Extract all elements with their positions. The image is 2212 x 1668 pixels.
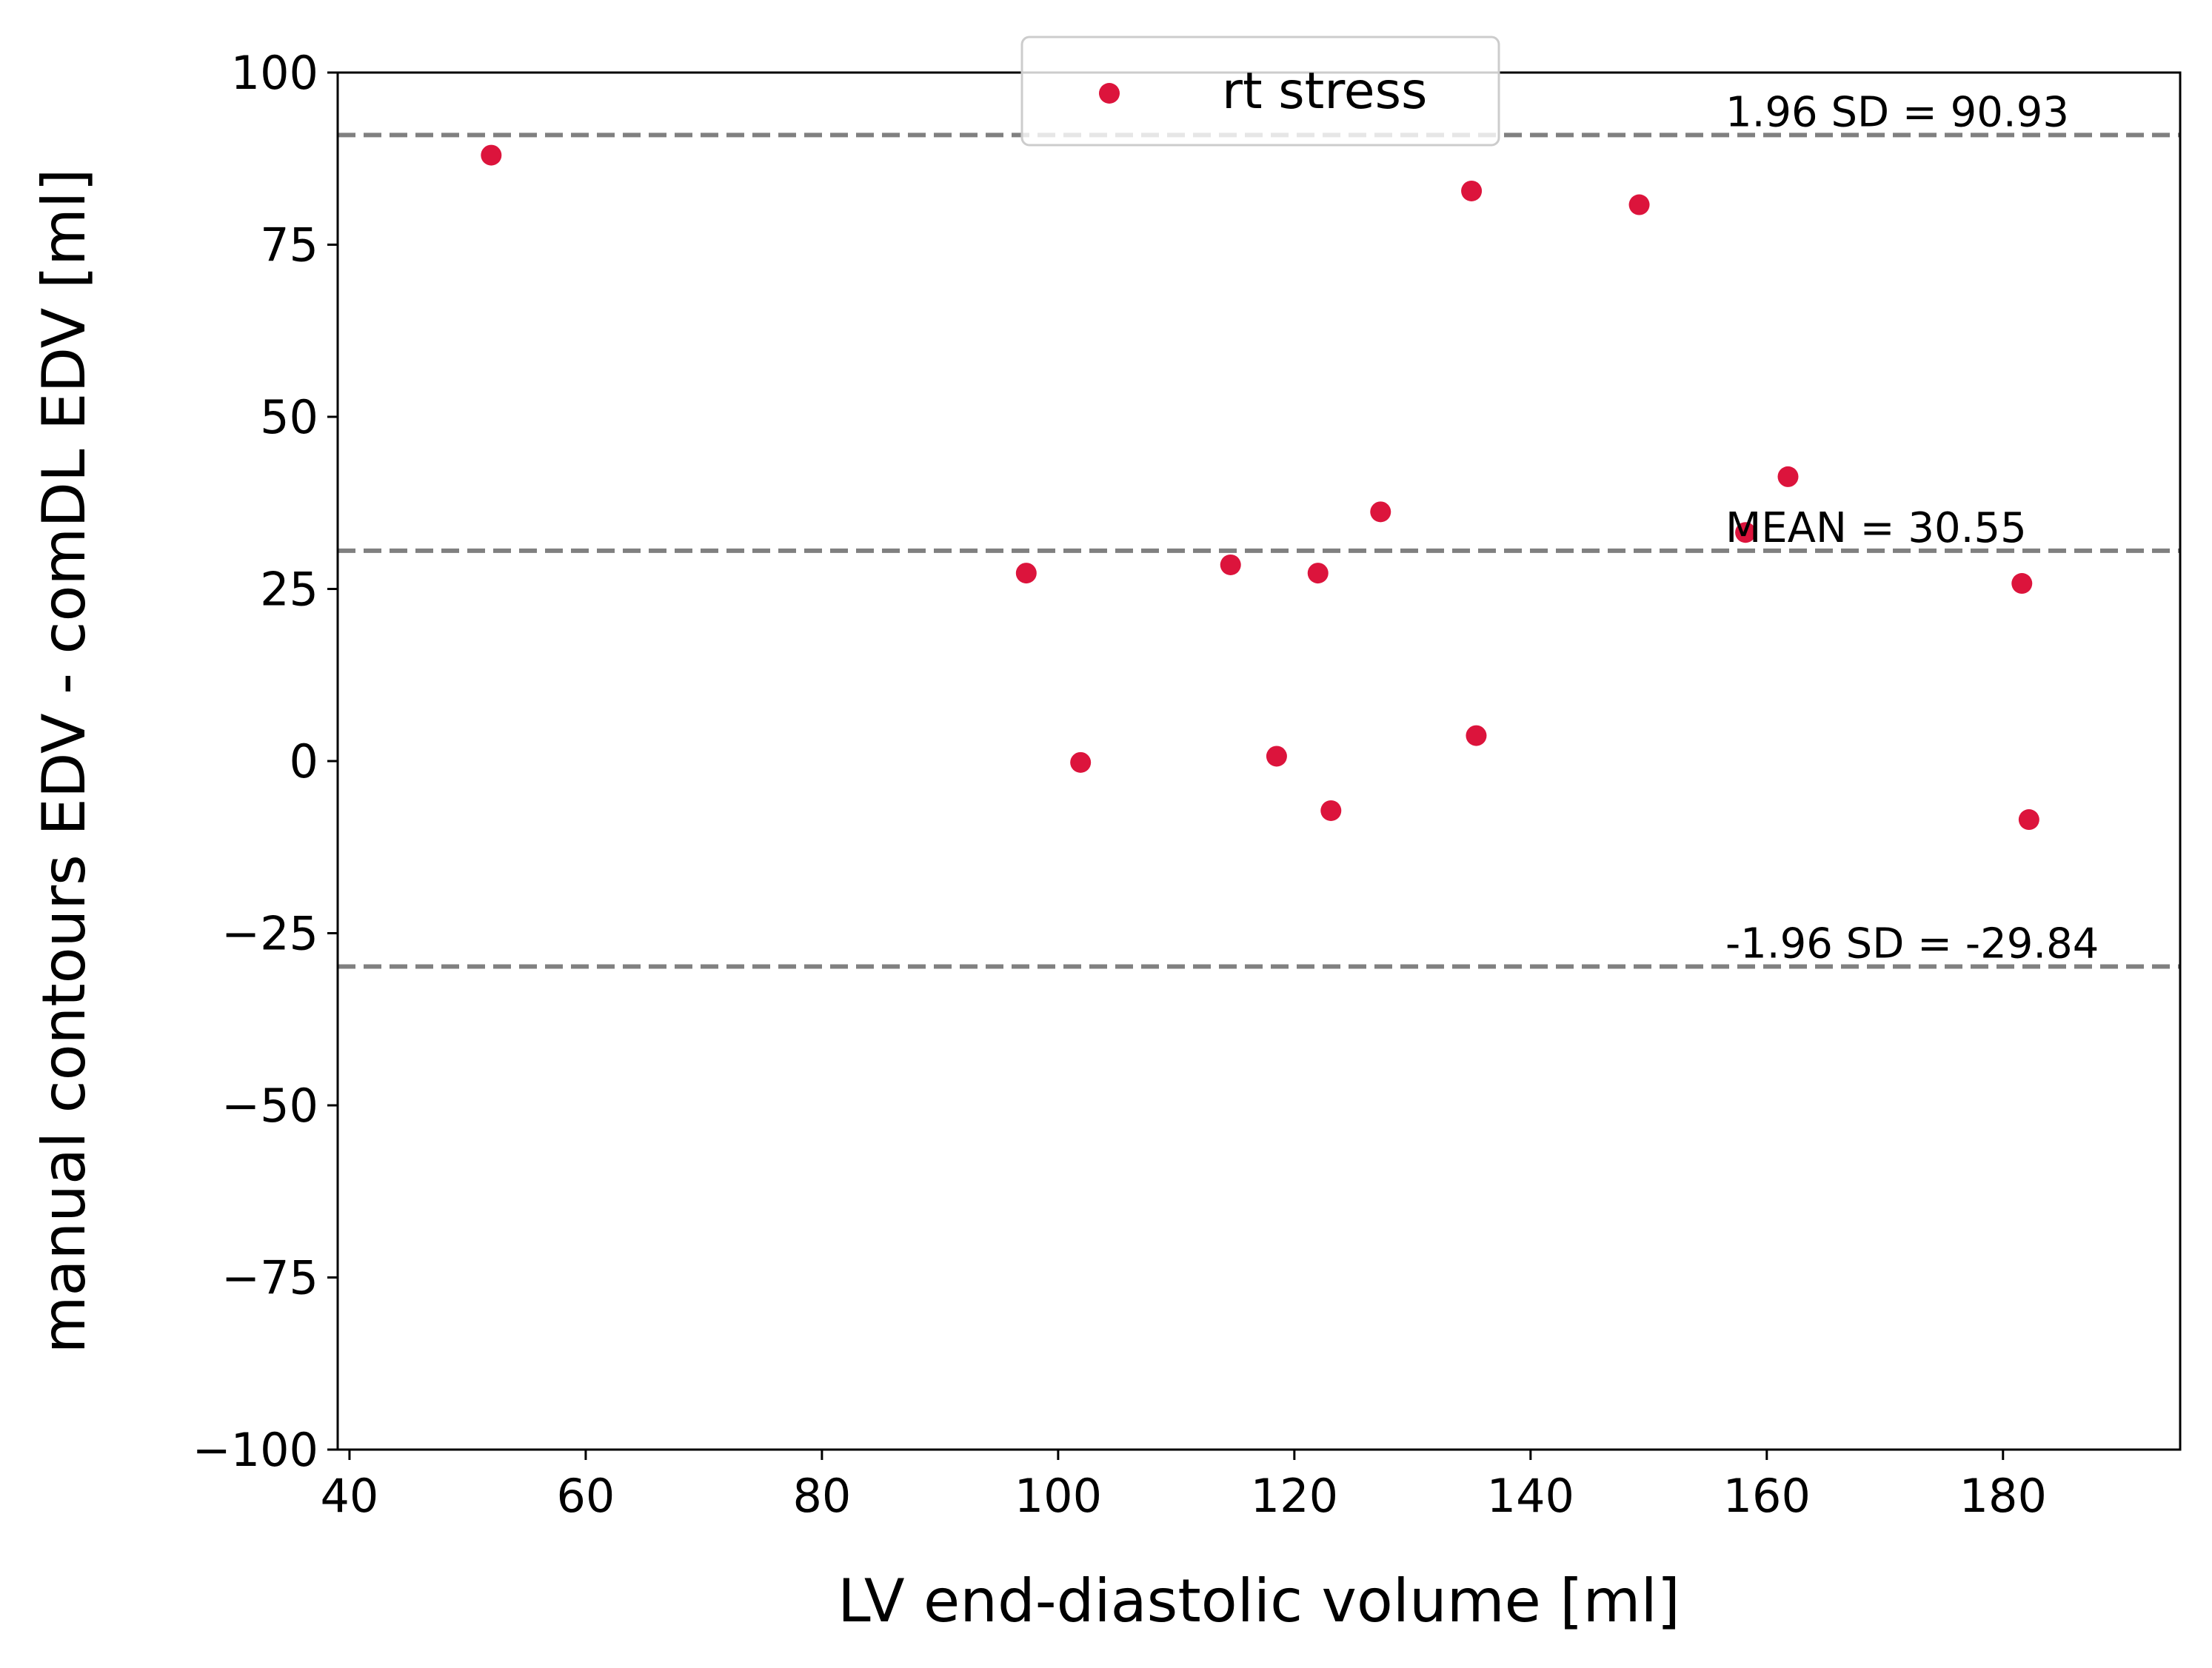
- x-axis-title: LV end-diastolic volume [ml]: [838, 1567, 1680, 1635]
- data-point: [2018, 809, 2039, 831]
- y-axis-ticks: 100 75 50 25 0 −25 −50 −75 −100: [193, 46, 338, 1477]
- legend-box: [1020, 36, 1500, 147]
- data-point: [1466, 725, 1487, 746]
- data-point: [1320, 800, 1342, 821]
- data-point: [1015, 563, 1037, 584]
- data-point: [1220, 554, 1241, 575]
- x-tick-label: 100: [1015, 1469, 1102, 1523]
- data-point: [481, 144, 502, 166]
- reference-labels: 1.96 SD = 90.93 MEAN = 30.55 -1.96 SD = -2…: [1725, 88, 2099, 968]
- x-tick-label: 120: [1251, 1469, 1338, 1523]
- y-tick-label: −75: [221, 1251, 318, 1305]
- plot-frame: [336, 71, 2182, 1451]
- data-points: [481, 144, 2039, 831]
- y-tick-label: 100: [231, 46, 318, 100]
- reference-line-label: 1.96 SD = 90.93: [1725, 88, 2069, 136]
- data-point: [1307, 563, 1329, 584]
- data-point: [1735, 522, 1757, 543]
- data-point: [2011, 573, 2033, 594]
- reference-line-label: MEAN = 30.55: [1725, 504, 2027, 552]
- x-tick-label: 80: [792, 1469, 851, 1523]
- x-tick-label: 160: [1723, 1469, 1811, 1523]
- y-tick-label: −100: [193, 1423, 318, 1477]
- data-point: [1628, 194, 1650, 215]
- data-point: [1266, 746, 1287, 767]
- y-tick-label: 0: [290, 734, 318, 788]
- x-tick-label: 140: [1487, 1469, 1574, 1523]
- y-axis-title: manual contours EDV - comDL EDV [ml]: [30, 169, 98, 1354]
- x-tick-label: 40: [320, 1469, 378, 1523]
- y-tick-label: 50: [260, 390, 318, 444]
- data-point: [1370, 501, 1391, 523]
- reference-line-label: -1.96 SD = -29.84: [1725, 920, 2099, 968]
- x-axis-ticks: 40 60 80 100 120 140 160 180: [320, 1450, 2047, 1523]
- legend-marker: [1099, 83, 1120, 104]
- y-tick-label: 25: [260, 563, 318, 617]
- y-tick-label: 75: [260, 218, 318, 272]
- data-point: [1777, 466, 1799, 487]
- y-tick-label: −50: [221, 1079, 318, 1133]
- x-tick-label: 60: [556, 1469, 615, 1523]
- data-point: [1461, 180, 1483, 201]
- x-tick-label: 180: [1959, 1469, 2047, 1523]
- y-tick-label: −25: [221, 907, 318, 961]
- legend-label: rt stress: [1222, 62, 1427, 121]
- legend: rt stress: [1020, 36, 1500, 147]
- data-point: [1070, 751, 1092, 773]
